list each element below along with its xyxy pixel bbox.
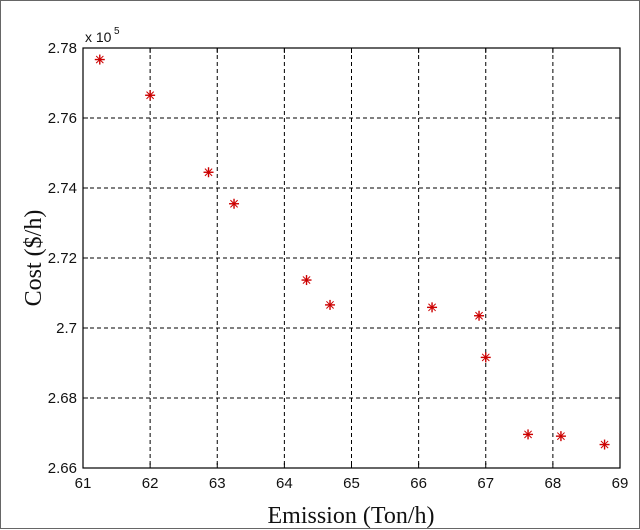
grid-lines [83,48,620,468]
y-tick-label: 2.68 [48,390,77,407]
data-point [427,302,438,313]
data-point [145,90,156,101]
y-multiplier-exponent: 5 [114,26,120,37]
data-points [94,54,610,450]
x-tick-label: 64 [276,475,293,492]
data-point [94,54,105,65]
y-tick-label: 2.76 [48,110,77,127]
y-tick-label: 2.7 [56,320,77,337]
data-point [325,299,336,310]
y-axis-title: Cost ($/h) [21,210,47,307]
y-tick-label: 2.66 [48,460,77,477]
x-tick-label: 67 [477,475,494,492]
data-point [599,439,610,450]
data-point [555,431,566,442]
x-tick-label: 65 [343,475,360,492]
data-point [229,198,240,209]
data-point [301,275,312,286]
x-tick-label: 62 [142,475,159,492]
axis-ticks [82,47,621,469]
data-point [474,310,485,321]
data-point [523,429,534,440]
y-tick-labels: 2.66 2.68 2.7 2.72 2.74 2.76 2.78 [48,40,77,477]
x-tick-labels: 61 62 63 64 65 66 67 68 69 [75,475,629,492]
x-tick-label: 69 [612,475,629,492]
x-tick-label: 61 [75,475,92,492]
data-point [480,352,491,363]
x-tick-label: 68 [545,475,562,492]
x-axis-title: Emission (Ton/h) [268,503,435,529]
y-tick-label: 2.74 [48,180,77,197]
x-tick-label: 66 [410,475,427,492]
x-tick-label: 63 [209,475,226,492]
y-multiplier-label: x 10 [85,29,112,45]
y-tick-label: 2.72 [48,250,77,267]
y-tick-label: 2.78 [48,40,77,57]
data-point [203,167,214,178]
